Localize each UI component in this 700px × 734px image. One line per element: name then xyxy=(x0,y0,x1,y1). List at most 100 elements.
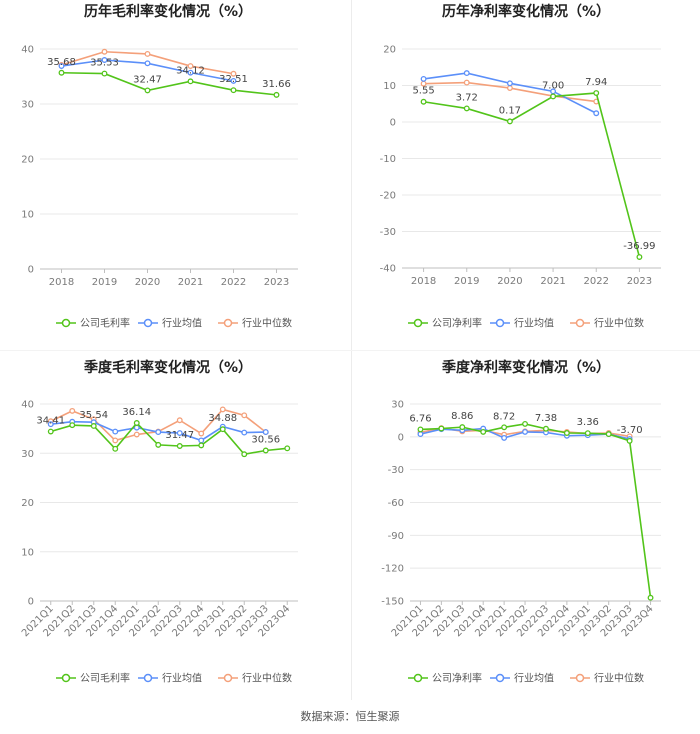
data-label: 8.86 xyxy=(451,411,473,422)
legend-label: 行业均值 xyxy=(162,672,202,685)
legend-marker xyxy=(413,673,423,683)
data-point xyxy=(198,430,205,437)
legend-label: 公司净利率 xyxy=(432,317,482,330)
chart-title: 历年毛利率变化情况（%） xyxy=(84,3,252,20)
data-label: 35.54 xyxy=(79,410,108,421)
data-point xyxy=(133,420,140,426)
legend-marker xyxy=(223,318,233,328)
legend-marker xyxy=(61,673,71,683)
data-point xyxy=(501,434,508,441)
data-point xyxy=(241,412,248,419)
x-tick-label: 2023 xyxy=(627,276,652,287)
data-point xyxy=(522,420,528,427)
data-point xyxy=(273,91,280,98)
data-point xyxy=(463,70,470,77)
data-point xyxy=(262,447,269,454)
data-label: 7.94 xyxy=(585,77,607,88)
data-point xyxy=(284,445,291,452)
annual-gross-margin-panel: 历年毛利率变化情况（%） 0 10 20 30 40 2018 2019 2020 2021 202… xyxy=(0,0,350,352)
data-point xyxy=(219,406,226,413)
x-tick-label: 2018 xyxy=(49,277,74,288)
y-tick-label: -30 xyxy=(380,227,396,238)
legend-label: 行业中位数 xyxy=(242,672,292,685)
data-label: 36.14 xyxy=(122,407,151,418)
data-point xyxy=(144,60,151,67)
data-label: 30.56 xyxy=(251,434,280,445)
x-tick-label: 2020 xyxy=(497,276,522,287)
data-point xyxy=(543,425,549,432)
legend-marker xyxy=(223,673,233,683)
legend-label: 行业中位数 xyxy=(594,317,644,330)
legend-marker xyxy=(61,318,71,328)
data-label: 35.53 xyxy=(90,58,119,69)
x-tick-label: 2021 xyxy=(540,276,565,287)
y-tick-label: 0 xyxy=(398,432,404,443)
data-point xyxy=(463,79,470,86)
data-point xyxy=(420,75,427,82)
data-point xyxy=(241,451,248,458)
data-point xyxy=(176,417,183,424)
y-tick-label: -40 xyxy=(380,264,396,275)
y-tick-label: 30 xyxy=(21,100,34,111)
data-point xyxy=(69,422,76,429)
annual-net-margin-chart: 历年净利率变化情况（%） 20 10 0 -10 -20 -30 -40 2018 2019 202… xyxy=(380,3,661,330)
data-point xyxy=(593,90,600,96)
data-point xyxy=(522,428,528,435)
data-point xyxy=(144,51,151,57)
data-point xyxy=(584,430,591,437)
data-point xyxy=(230,87,237,94)
data-point xyxy=(626,437,633,444)
data-point xyxy=(198,442,205,449)
data-label: 32.51 xyxy=(219,74,248,85)
data-point xyxy=(420,98,427,105)
data-point xyxy=(144,87,151,94)
legend-label: 公司净利率 xyxy=(432,672,482,685)
series-line xyxy=(423,92,641,258)
x-tick-label: 2022 xyxy=(584,276,609,287)
data-source-note: 数据来源：恒生聚源 xyxy=(300,710,400,723)
x-tick-label: 2023 xyxy=(264,277,289,288)
legend-label: 行业均值 xyxy=(514,672,554,685)
x-tick-label: 2019 xyxy=(92,277,117,288)
y-tick-label: -150 xyxy=(381,597,404,608)
data-point xyxy=(155,429,162,436)
data-point xyxy=(176,443,183,449)
data-label: 31.66 xyxy=(262,79,291,90)
legend-label: 行业均值 xyxy=(162,317,202,330)
data-point xyxy=(155,441,162,448)
y-tick-label: 20 xyxy=(21,498,34,509)
legend-label: 行业中位数 xyxy=(594,672,644,685)
y-tick-label: 0 xyxy=(390,118,396,129)
data-point xyxy=(605,431,612,438)
data-point xyxy=(230,70,237,77)
horizontal-divider xyxy=(0,350,700,351)
data-point xyxy=(230,77,237,84)
y-tick-label: -90 xyxy=(388,531,404,542)
quarterly-gross-margin-chart: 季度毛利率变化情况（%）0102030402021Q12021Q22021Q32… xyxy=(20,359,298,685)
y-tick-label: 10 xyxy=(21,210,34,221)
legend-marker xyxy=(143,318,153,328)
x-tick-label: 2022 xyxy=(221,277,246,288)
data-label: 6.76 xyxy=(409,413,431,424)
legend-marker xyxy=(575,318,585,328)
data-point xyxy=(219,426,226,433)
data-point xyxy=(90,423,97,429)
data-point xyxy=(463,105,470,112)
data-label: 0.17 xyxy=(499,105,521,116)
series-line xyxy=(50,421,288,456)
data-label: -3.70 xyxy=(617,425,643,436)
data-point xyxy=(176,430,183,437)
data-label: 7.38 xyxy=(535,413,557,424)
data-point xyxy=(47,428,54,435)
data-point xyxy=(506,85,513,92)
x-tick-label: 2018 xyxy=(411,276,436,287)
data-point xyxy=(112,445,119,452)
series-line xyxy=(420,423,652,598)
y-tick-label: 20 xyxy=(21,155,34,166)
data-point xyxy=(187,63,194,70)
data-label: 7.00 xyxy=(542,80,564,91)
data-point xyxy=(459,424,466,431)
y-tick-label: 20 xyxy=(383,45,396,56)
y-tick-label: -120 xyxy=(381,564,404,575)
quarterly-net-margin-panel: 季度净利率变化情况（%） 30 0 -30 -60 -90 -120 -150 2021Q1 20… xyxy=(352,352,700,704)
